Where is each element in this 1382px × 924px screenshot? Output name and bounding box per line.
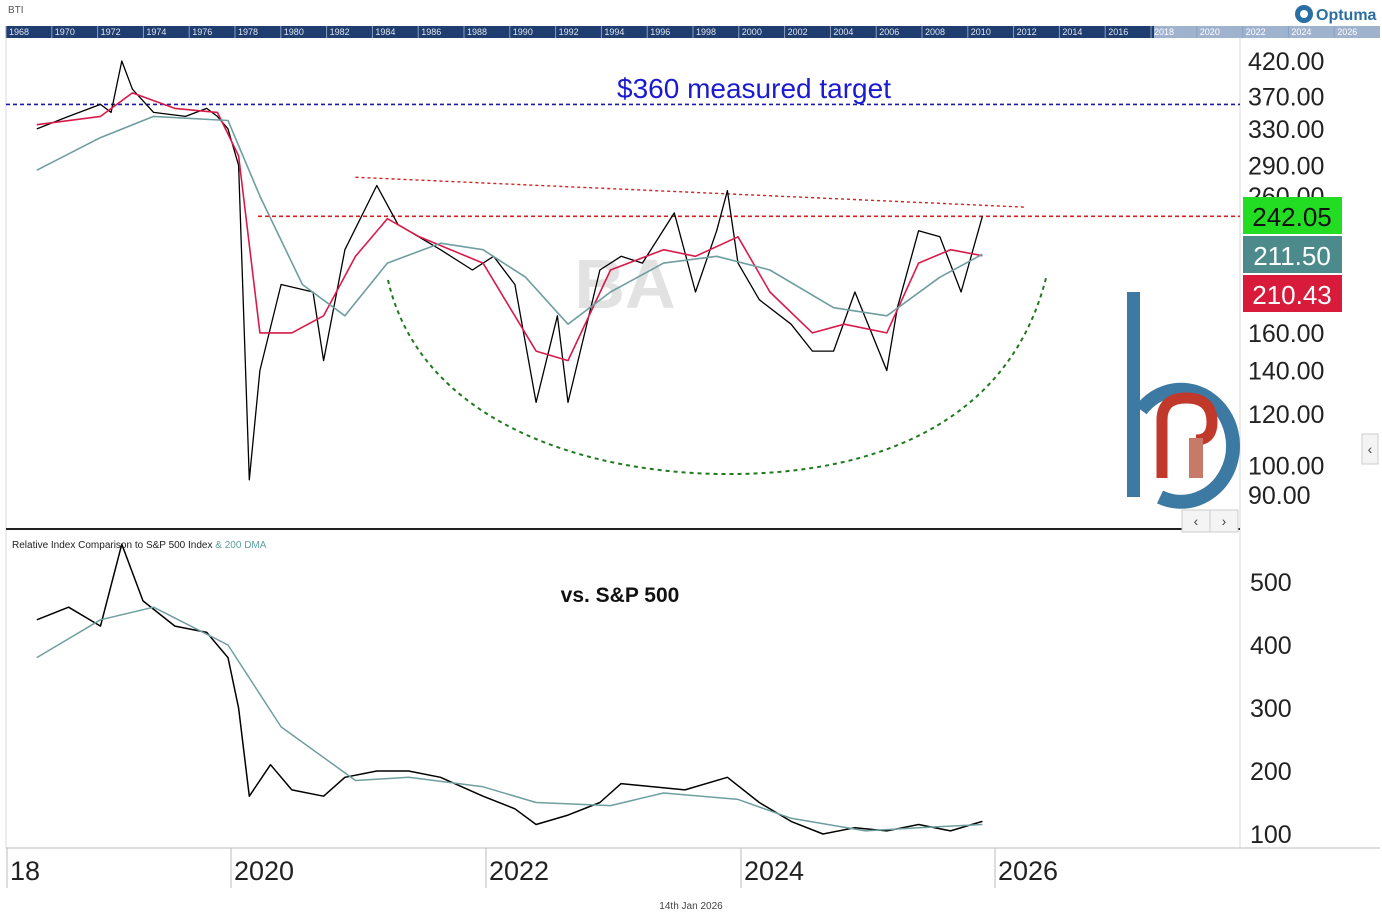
y-tick-label: 500 [1250, 569, 1292, 597]
side-panel-toggle[interactable] [1361, 433, 1379, 465]
overview-year: 2004 [833, 27, 853, 37]
y-tick-label: 100.00 [1248, 452, 1324, 480]
x-tick-label: 2020 [234, 856, 294, 886]
y-tick-label: 120.00 [1248, 401, 1324, 429]
overview-year: 1982 [330, 27, 350, 37]
x-tick-label: 2022 [489, 856, 549, 886]
symbol-label: BTI [8, 5, 24, 16]
overview-year: 1976 [192, 27, 212, 37]
overview-year: 2024 [1291, 27, 1311, 37]
brand-name: Optuma [1316, 7, 1377, 24]
overview-year: 2002 [788, 27, 808, 37]
chevron-left-icon: ‹ [1194, 513, 1199, 529]
overview-year: 1980 [284, 27, 304, 37]
overview-year: 2016 [1108, 27, 1128, 37]
overview-year: 1998 [696, 27, 716, 37]
overview-year: 2000 [742, 27, 762, 37]
overview-year: 1972 [101, 27, 121, 37]
overview-year: 1974 [146, 27, 166, 37]
relative-series [36, 543, 983, 835]
last-value-badge [1243, 197, 1342, 234]
scroll-right-button[interactable] [1209, 509, 1239, 533]
overview-year: 1970 [55, 27, 75, 37]
y-tick-label: 330.00 [1248, 116, 1324, 144]
overview-year: 2010 [971, 27, 991, 37]
overview-year: 1978 [238, 27, 258, 37]
watermark-logo [1127, 292, 1240, 509]
y-tick-label: 160.00 [1248, 320, 1324, 348]
overview-year: 1988 [467, 27, 487, 37]
y-tick-label: 90.00 [1248, 482, 1311, 510]
overview-year: 1984 [375, 27, 395, 37]
price-panel: 420.00370.00330.00290.00260.00160.00140.… [6, 48, 1342, 510]
y-tick-label: 290.00 [1248, 152, 1324, 180]
overview-year: 2026 [1337, 27, 1357, 37]
chevron-right-icon: › [1222, 513, 1227, 529]
x-tick-label: 2026 [998, 856, 1058, 886]
comparison-annotation: vs. S&P 500 [561, 584, 680, 607]
optuma-logo: Optuma [1295, 5, 1377, 24]
overview-year: 1994 [604, 27, 624, 37]
y-tick-label: 370.00 [1248, 84, 1324, 112]
last-value-badge [1243, 236, 1342, 273]
dma_200-series [36, 606, 983, 832]
scroll-controls: ‹ › ‹ [1181, 433, 1379, 533]
ma_short-series [36, 92, 983, 362]
y-tick-label: 140.00 [1248, 358, 1324, 386]
footer-date: 14th Jan 2026 [659, 901, 723, 912]
x-axis: 18 2020 2022 2024 2026 [6, 848, 1058, 888]
overview-year: 1996 [650, 27, 670, 37]
overview-timeline[interactable]: 1968 1970 1972 1974 1976 1978 1980 1982 1984 1986… [5, 26, 1380, 38]
lower-panel-title: Relative Index Comparison to S&P 500 Ind… [12, 540, 267, 551]
logo-stem [1127, 292, 1140, 497]
y-tick-label: 400 [1250, 632, 1292, 660]
price-series [36, 60, 984, 481]
last-value-badge [1243, 275, 1342, 312]
overview-year: 2022 [1246, 27, 1266, 37]
last-value-label: 242.05 [1252, 202, 1332, 232]
y-tick-label: 100 [1250, 821, 1292, 849]
chevron-left-icon: ‹ [1368, 441, 1373, 457]
y-tick-label: 200 [1250, 758, 1292, 786]
overview-year: 1990 [513, 27, 533, 37]
trend-line [355, 176, 1025, 208]
overview-year: 2006 [879, 27, 899, 37]
overview-year: 2008 [925, 27, 945, 37]
overview-year: 1992 [559, 27, 579, 37]
overview-year: 1986 [421, 27, 441, 37]
overview-year: 2014 [1062, 27, 1082, 37]
last-value-label: 210.43 [1252, 280, 1332, 310]
y-tick-label: 420.00 [1248, 48, 1324, 76]
relative-panel: 500 400 300 200 100 [36, 543, 1292, 849]
target-annotation: $360 measured target [617, 73, 891, 104]
overview-year: 1968 [9, 27, 29, 37]
y-tick-label: 300 [1250, 695, 1292, 723]
overview-year: 2012 [1017, 27, 1037, 37]
x-tick-label: 2024 [744, 856, 804, 886]
overview-year: 2020 [1200, 27, 1220, 37]
x-tick-label: 18 [10, 856, 40, 886]
last-value-label: 211.50 [1253, 241, 1331, 271]
ma_long-series [36, 115, 983, 326]
cup-pattern [387, 277, 1047, 476]
overview-year: 2018 [1154, 27, 1174, 37]
